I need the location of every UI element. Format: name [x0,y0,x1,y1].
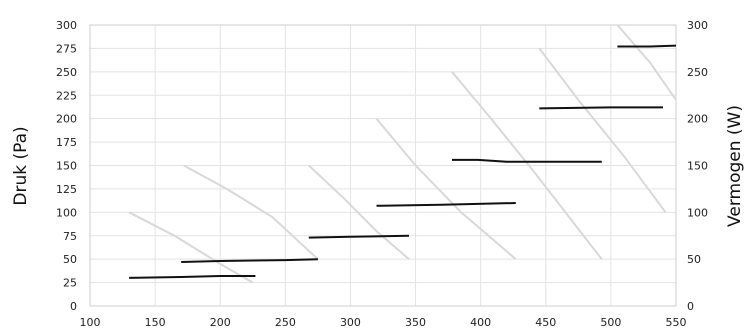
power-curve-7 [617,44,677,48]
power-curves [129,44,677,279]
y2-axis-title: Vermogen (W) [725,105,745,227]
x-tick-label: 450 [535,316,556,329]
y-tick-label: 25 [63,277,77,290]
y2-tick-label: 150 [687,160,708,173]
y-tick-label: 175 [56,136,77,149]
y-tick-label: 225 [56,89,77,102]
power-curve-4 [376,202,516,207]
y2-tick-label: 100 [687,206,708,219]
pressure-curve-6 [538,47,667,213]
y-tick-label: 275 [56,42,77,55]
x-tick-label: 100 [80,316,101,329]
x-tick-label: 200 [210,316,231,329]
power-curve-3 [308,234,410,239]
x-tick-label: 150 [145,316,166,329]
pressure-curve-5 [451,71,603,260]
y-tick-label: 100 [56,206,77,219]
y-tick-label: 75 [63,230,77,243]
y2-tick-label: 50 [687,253,701,266]
x-tick-label: 350 [405,316,426,329]
power-curve-5 [452,158,602,163]
x-tick-label: 500 [600,316,621,329]
x-tick-label: 300 [340,316,361,329]
y2-tick-label: 250 [687,66,708,79]
pressure-curve-1 [128,211,254,284]
x-tick-label: 400 [470,316,491,329]
y-tick-label: 50 [63,253,77,266]
tick-labels: 100 150 200 250 300 350 400 450 500 5500255075100… [56,19,708,329]
plot-frame [89,24,677,307]
power-curve-1 [129,275,256,279]
y2-tick-label: 200 [687,113,708,126]
power-curve-6 [539,106,663,110]
y-tick-label: 125 [56,183,77,196]
pressure-curve-3 [308,164,410,260]
y-axis-title: Druk (Pa) [11,126,31,205]
y-tick-label: 250 [56,66,77,79]
pressure-curve-7 [616,24,677,101]
pressure-curve-4 [375,118,517,260]
y2-tick-label: 0 [687,300,694,313]
power-curve-2 [181,258,318,263]
x-tick-label: 250 [275,316,296,329]
y2-tick-label: 300 [687,19,708,32]
pressure-curve-2 [183,164,319,260]
y-tick-label: 0 [70,300,77,313]
x-tick-label: 550 [666,316,687,329]
y-tick-label: 300 [56,19,77,32]
grid-layer [89,24,677,307]
y-tick-label: 150 [56,160,77,173]
pressure-curves [128,24,677,284]
y-tick-label: 200 [56,113,77,126]
